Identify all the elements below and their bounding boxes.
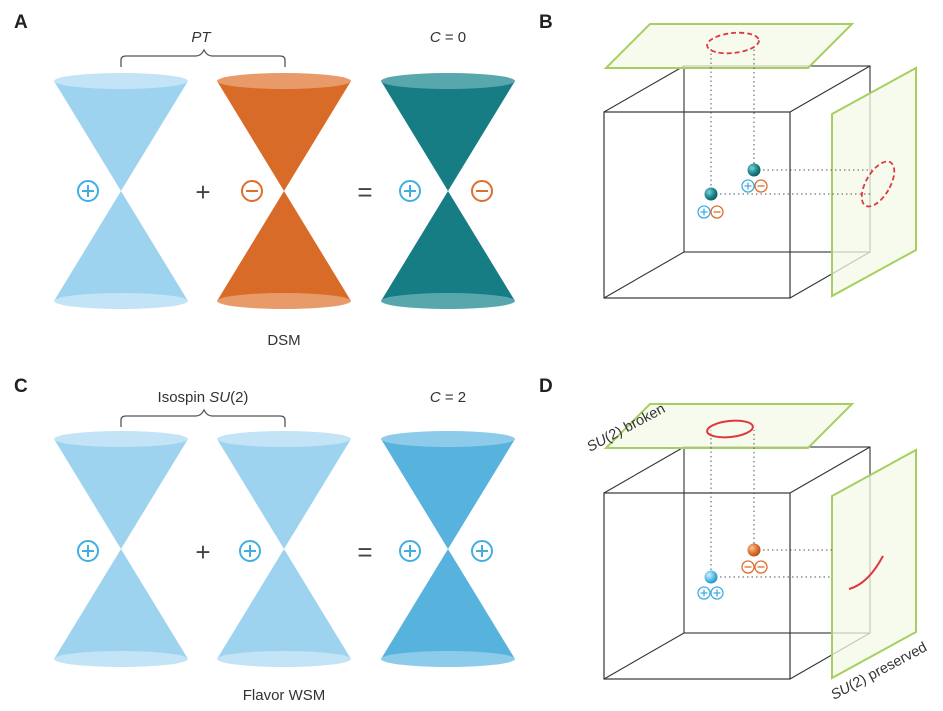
cube-b-front: [603, 111, 791, 299]
plus-chirality-icon: [399, 180, 421, 202]
isospin-label: Isospin SU(2): [158, 389, 249, 406]
side-plane-d: [831, 448, 917, 680]
chern-number-label-a: C = 0: [430, 29, 466, 46]
fermi-ring-top: [706, 419, 754, 439]
plus-chirality-icon: [399, 540, 421, 562]
projection-lines-b: [710, 48, 872, 195]
plus-chirality-icon: [741, 179, 755, 193]
isospin-bracket: [120, 408, 286, 427]
dsm-caption: DSM: [267, 332, 300, 349]
projection-lines-d: [710, 430, 832, 578]
panel-d: D SU(2) broken SU(2) preserv: [539, 376, 930, 704]
plus-operator-c: +: [195, 537, 210, 567]
panel-letter-c: C: [14, 376, 28, 397]
cube-d: [603, 446, 871, 680]
panel-c: C Isospin SU(2) C = 2 + = Flavor W: [14, 376, 515, 704]
plus-chirality-icon: [239, 540, 261, 562]
panel-letter-a: A: [14, 12, 28, 33]
top-plane-b: [603, 23, 855, 69]
cone-result-c: [381, 431, 515, 667]
dashed-fermi-ring-top: [706, 31, 760, 55]
panel-b: B: [539, 12, 917, 299]
equals-operator-a: =: [357, 177, 372, 207]
minus-chirality-icon: [741, 560, 755, 574]
weyl-node-ball: [747, 543, 761, 557]
cone-plus-c-1: [54, 431, 188, 667]
top-plane-d: [603, 403, 855, 449]
plus-operator-a: +: [195, 177, 210, 207]
minus-chirality-icon: [754, 560, 768, 574]
fermi-arc-side: [848, 555, 884, 590]
plus-chirality-icon: [697, 205, 711, 219]
plus-chirality-icon: [710, 586, 724, 600]
equals-operator-c: =: [357, 537, 372, 567]
minus-chirality-icon: [710, 205, 724, 219]
plus-chirality-icon: [471, 540, 493, 562]
weyl-node-ball: [704, 187, 718, 201]
chern-number-label-c: C = 2: [430, 389, 466, 406]
flavor-wsm-caption: Flavor WSM: [243, 687, 326, 704]
cone-result-a: [381, 73, 515, 309]
plus-chirality-icon: [697, 586, 711, 600]
weyl-node-ball: [747, 163, 761, 177]
panel-letter-d: D: [539, 376, 553, 397]
cone-plus-a: [54, 73, 188, 309]
minus-chirality-icon: [754, 179, 768, 193]
panel-letter-b: B: [539, 12, 553, 33]
plus-chirality-icon: [77, 540, 99, 562]
pt-label: PT: [191, 29, 212, 46]
cone-plus-c-2: [217, 431, 351, 667]
cone-minus-a: [217, 73, 351, 309]
weyl-node-ball: [704, 570, 718, 584]
pt-bracket: [120, 48, 286, 67]
minus-chirality-icon: [241, 180, 263, 202]
cube-b: [603, 65, 871, 299]
side-plane-b: [831, 66, 917, 298]
cube-d-front: [603, 492, 791, 680]
minus-chirality-icon: [471, 180, 493, 202]
plus-chirality-icon: [77, 180, 99, 202]
panel-a: A PT C = 0 + =: [14, 12, 515, 349]
